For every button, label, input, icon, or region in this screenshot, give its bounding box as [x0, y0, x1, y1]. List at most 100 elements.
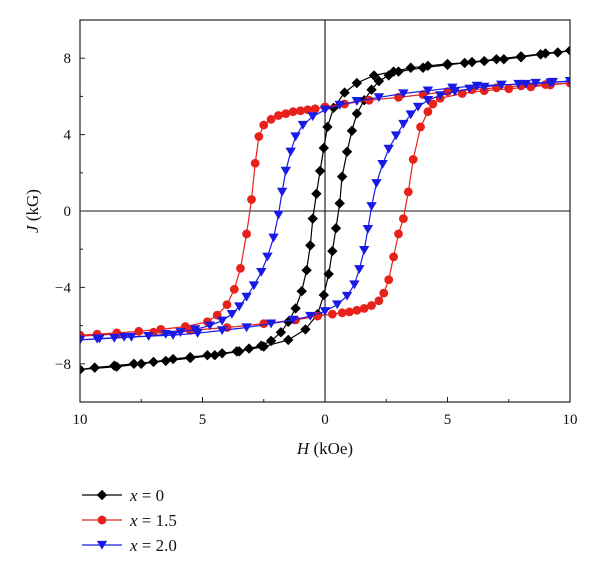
- data-point: [373, 75, 385, 87]
- data-point: [345, 307, 354, 317]
- data-point: [334, 100, 345, 110]
- data-point: [384, 275, 394, 285]
- x-axis-label: H (kOe): [296, 439, 353, 458]
- data-point: [160, 330, 171, 339]
- data-point: [479, 82, 490, 92]
- data-point: [160, 355, 171, 367]
- data-point: [349, 280, 360, 290]
- data-point: [368, 70, 380, 81]
- data-point: [241, 323, 252, 333]
- data-point: [564, 45, 570, 56]
- data-point: [89, 362, 100, 373]
- data-point: [535, 49, 546, 60]
- data-point: [564, 76, 570, 86]
- data-point: [367, 301, 376, 310]
- zero-lines: [80, 20, 570, 402]
- data-point: [398, 119, 409, 129]
- data-point: [314, 165, 326, 177]
- data-point: [280, 166, 291, 176]
- data-point: [337, 308, 347, 318]
- series-2: [80, 76, 570, 345]
- data-point: [422, 96, 434, 105]
- data-point: [94, 334, 105, 344]
- y-axis-label-var: J: [23, 224, 42, 233]
- data-point: [417, 62, 429, 73]
- data-point: [428, 99, 438, 109]
- data-point: [496, 80, 507, 90]
- data-point: [80, 335, 86, 345]
- y-tick-label: −8: [55, 357, 71, 373]
- data-point: [336, 171, 348, 182]
- data-point: [226, 309, 238, 319]
- data-point: [373, 93, 385, 103]
- data-point: [303, 105, 313, 115]
- data-point: [346, 125, 358, 136]
- x-axis-label-var: H: [296, 439, 311, 458]
- data-point: [405, 62, 416, 73]
- data-point: [259, 319, 269, 329]
- data-point: [479, 55, 490, 67]
- series-1: [80, 78, 570, 341]
- data-point: [128, 358, 140, 369]
- data-point: [341, 146, 353, 157]
- data-point: [250, 158, 260, 168]
- data-point: [202, 350, 213, 361]
- data-point: [287, 315, 299, 325]
- legend-var: x: [129, 536, 138, 555]
- data-point: [515, 51, 527, 62]
- data-point: [256, 267, 267, 277]
- data-point: [341, 291, 353, 301]
- data-point: [300, 324, 311, 335]
- data-point: [283, 334, 294, 346]
- data-point: [234, 302, 245, 312]
- data-point: [185, 352, 196, 364]
- data-point: [297, 120, 309, 130]
- legend-label: x = 2.0: [129, 536, 177, 555]
- data-point: [359, 245, 370, 255]
- data-point: [229, 284, 239, 294]
- data-point: [310, 104, 320, 114]
- data-point: [327, 309, 337, 319]
- data-point: [394, 229, 403, 239]
- data-point: [319, 105, 331, 115]
- data-point: [307, 112, 318, 122]
- data-point: [374, 296, 384, 306]
- data-point: [504, 84, 514, 94]
- data-point: [416, 122, 425, 132]
- data-point: [383, 70, 394, 81]
- data-point: [464, 84, 475, 94]
- data-point: [332, 300, 343, 310]
- data-point: [275, 327, 287, 338]
- legend-marker: [96, 489, 108, 501]
- data-point: [552, 47, 563, 58]
- data-point: [351, 97, 363, 106]
- legend: x = 0x = 1.5x = 2.0: [82, 486, 177, 555]
- data-point: [364, 95, 374, 105]
- data-point: [247, 195, 256, 204]
- data-point: [520, 79, 532, 89]
- data-point: [296, 286, 307, 297]
- data-point: [262, 252, 273, 262]
- legend-label: x = 1.5: [129, 511, 177, 530]
- data-point: [379, 288, 389, 298]
- data-point: [398, 89, 409, 99]
- data-point: [111, 361, 122, 372]
- data-point: [216, 348, 228, 359]
- data-point: [352, 305, 362, 315]
- y-tick-label: 4: [64, 128, 72, 144]
- data-point: [248, 281, 260, 291]
- data-point: [296, 106, 305, 116]
- y-tick-label: 0: [64, 204, 72, 220]
- data-point: [389, 252, 398, 262]
- data-point: [408, 155, 418, 164]
- data-point: [513, 79, 524, 89]
- data-point: [459, 57, 470, 69]
- data-point: [377, 160, 388, 169]
- data-point: [399, 214, 408, 224]
- data-point: [466, 56, 478, 68]
- x-axis-label-unit: (kOe): [309, 439, 353, 458]
- data-point: [209, 350, 220, 361]
- y-tick-label: 8: [64, 51, 72, 67]
- data-point: [290, 303, 301, 314]
- y-axis-label-unit: (kG): [23, 189, 42, 225]
